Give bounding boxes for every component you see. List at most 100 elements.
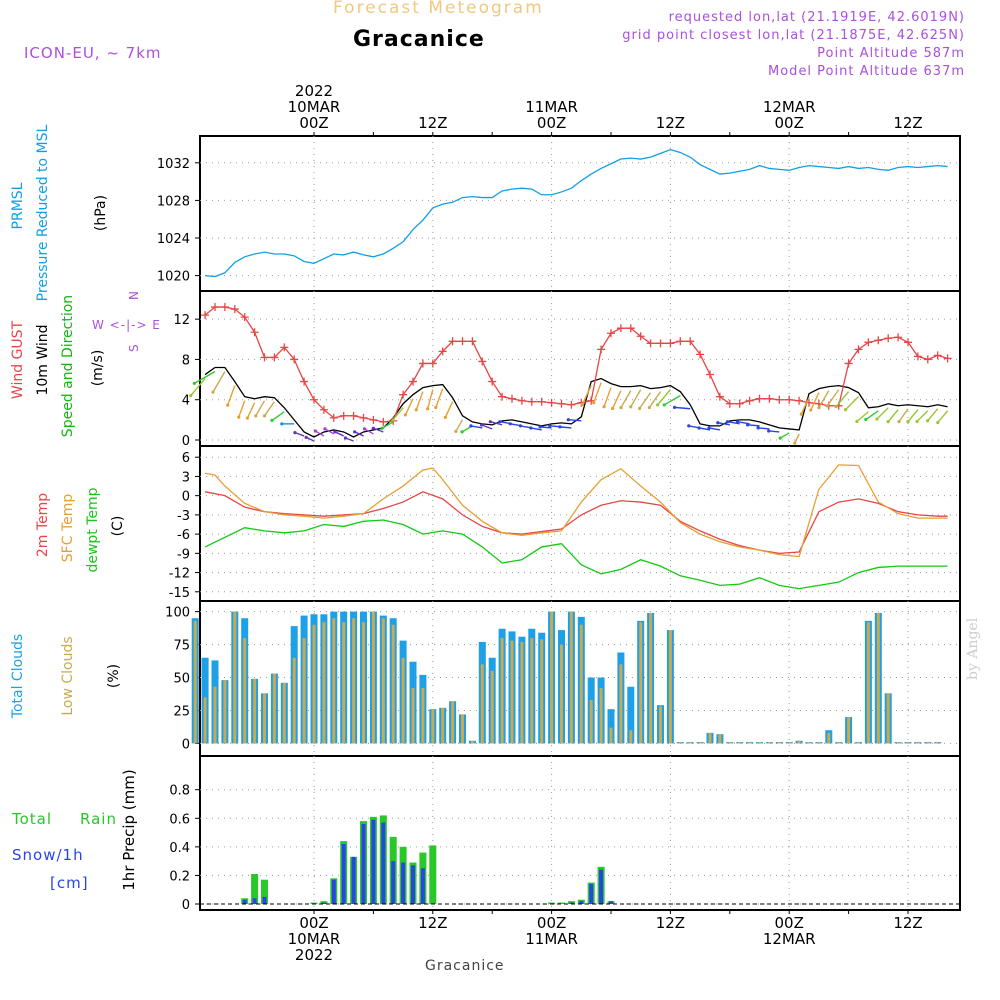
wind-arrow-head [936, 420, 940, 425]
gust-marker [646, 339, 655, 348]
t2m-line [204, 491, 948, 554]
y-tick-label: 0 [182, 490, 190, 505]
low-cloud-bar [817, 742, 821, 744]
gust-marker [508, 394, 516, 403]
wind-arrow [373, 427, 384, 433]
wind-arrow [294, 431, 305, 437]
y-tick-label: 75 [173, 639, 190, 654]
wind-arrow-head [906, 420, 910, 424]
gust-marker [904, 338, 912, 347]
wind-arrow [238, 400, 246, 418]
wind-arrow [794, 433, 800, 444]
wind-arrow-head [566, 418, 570, 422]
wind-arrow-head [333, 430, 337, 434]
wind-arrow-head [886, 420, 890, 424]
top-time-label: 00Z [537, 114, 566, 132]
wind-arrow-head [254, 414, 258, 418]
low-cloud-bar [292, 657, 296, 744]
wind-arrow-head [323, 427, 327, 431]
gust-marker [399, 390, 408, 399]
snow-bar [411, 865, 415, 904]
wind-arrow [271, 411, 285, 421]
wind-arrow [865, 410, 879, 421]
wind-arrow-head [629, 405, 633, 409]
wind-arrow [481, 424, 493, 430]
low-cloud-bar [678, 742, 682, 744]
gust-marker [458, 337, 467, 346]
y-tick-label: -12 [169, 567, 190, 582]
gust-marker [329, 413, 338, 422]
low-cloud-bar [708, 732, 712, 744]
wind-arrow [818, 390, 830, 408]
y-tick-label: -15 [169, 586, 190, 601]
total-cloud-bar [627, 686, 635, 744]
gust-marker [933, 351, 942, 360]
gust-marker [201, 311, 210, 320]
gust-marker [745, 396, 754, 405]
dewpt-line [204, 519, 948, 590]
y-tick-label: -3 [177, 509, 190, 524]
wind-arrow [639, 392, 652, 409]
low-cloud-bar [312, 624, 316, 744]
rain-bar [548, 902, 556, 904]
y-tick-label: 6 [182, 451, 190, 466]
wind-arrow [444, 401, 454, 418]
requested-coords: requested lon,lat (21.1919E, 42.6019N) [668, 10, 965, 25]
top-time-label: 2022 [295, 82, 333, 100]
y-tick-label: 0.8 [169, 784, 190, 799]
low-cloud-bar [530, 637, 534, 744]
y-tick-label: 1024 [157, 232, 190, 247]
low-cloud-bar [391, 624, 395, 744]
gust-marker [616, 324, 625, 333]
low-cloud-bar [272, 673, 276, 744]
gust-marker [715, 392, 724, 401]
gust-marker [240, 313, 249, 322]
wind-arrow-head [647, 405, 651, 410]
rain-label-rain: Rain [80, 810, 117, 828]
wind-arrow-head [454, 429, 458, 433]
wind-arrow [674, 406, 691, 410]
low-cloud-bar [718, 734, 722, 744]
low-cloud-bar [371, 611, 375, 744]
low-cloud-bar [589, 699, 593, 744]
y-tick-label: 1032 [157, 157, 190, 172]
bottom-time-label: 12Z [418, 914, 447, 932]
top-time-label: 00Z [775, 114, 804, 132]
gust-marker [319, 405, 328, 414]
wind-arrow [768, 430, 780, 433]
wind-arrow [581, 385, 592, 405]
low-cloud-bar [688, 742, 692, 744]
wind-arrow [717, 422, 730, 426]
low-cloud-bar [342, 622, 346, 744]
top-time-label: 12MAR [763, 98, 816, 116]
wind-arrow [490, 421, 503, 426]
wind-arrow [845, 396, 859, 411]
low-cloud-bar [609, 727, 613, 744]
y-tick-label: 3 [182, 470, 190, 485]
low-cloud-bar [569, 611, 573, 744]
wind-label: 10m Wind [35, 324, 51, 395]
wind-arrow [255, 400, 266, 417]
precip-unit-label: 1hr Precip (mm) [120, 769, 138, 890]
wind-arrow-head [529, 426, 533, 430]
wind-arrow [916, 410, 929, 423]
wind-arrow-head [538, 425, 542, 429]
low-clouds-label: Low Clouds [60, 636, 76, 715]
low-cloud-bar [322, 622, 326, 744]
wind-arrow [315, 430, 325, 437]
wind-arrow [470, 425, 483, 429]
y-tick-label: -9 [177, 547, 190, 562]
wind-arrow-head [897, 420, 901, 424]
snow-bar [599, 869, 604, 904]
wind-arrow [876, 407, 889, 420]
wind-arrow-head [602, 405, 606, 409]
low-cloud-bar [193, 620, 197, 744]
wind-arrow-head [843, 408, 848, 412]
footer-station: Gracanice [425, 958, 505, 974]
gust-marker [339, 411, 348, 420]
gust-marker [517, 396, 526, 405]
wind-arrow-head [756, 426, 760, 430]
gust-marker [369, 415, 378, 424]
bottom-time-label: 11MAR [525, 930, 578, 948]
wind-arrow-head [460, 430, 464, 434]
